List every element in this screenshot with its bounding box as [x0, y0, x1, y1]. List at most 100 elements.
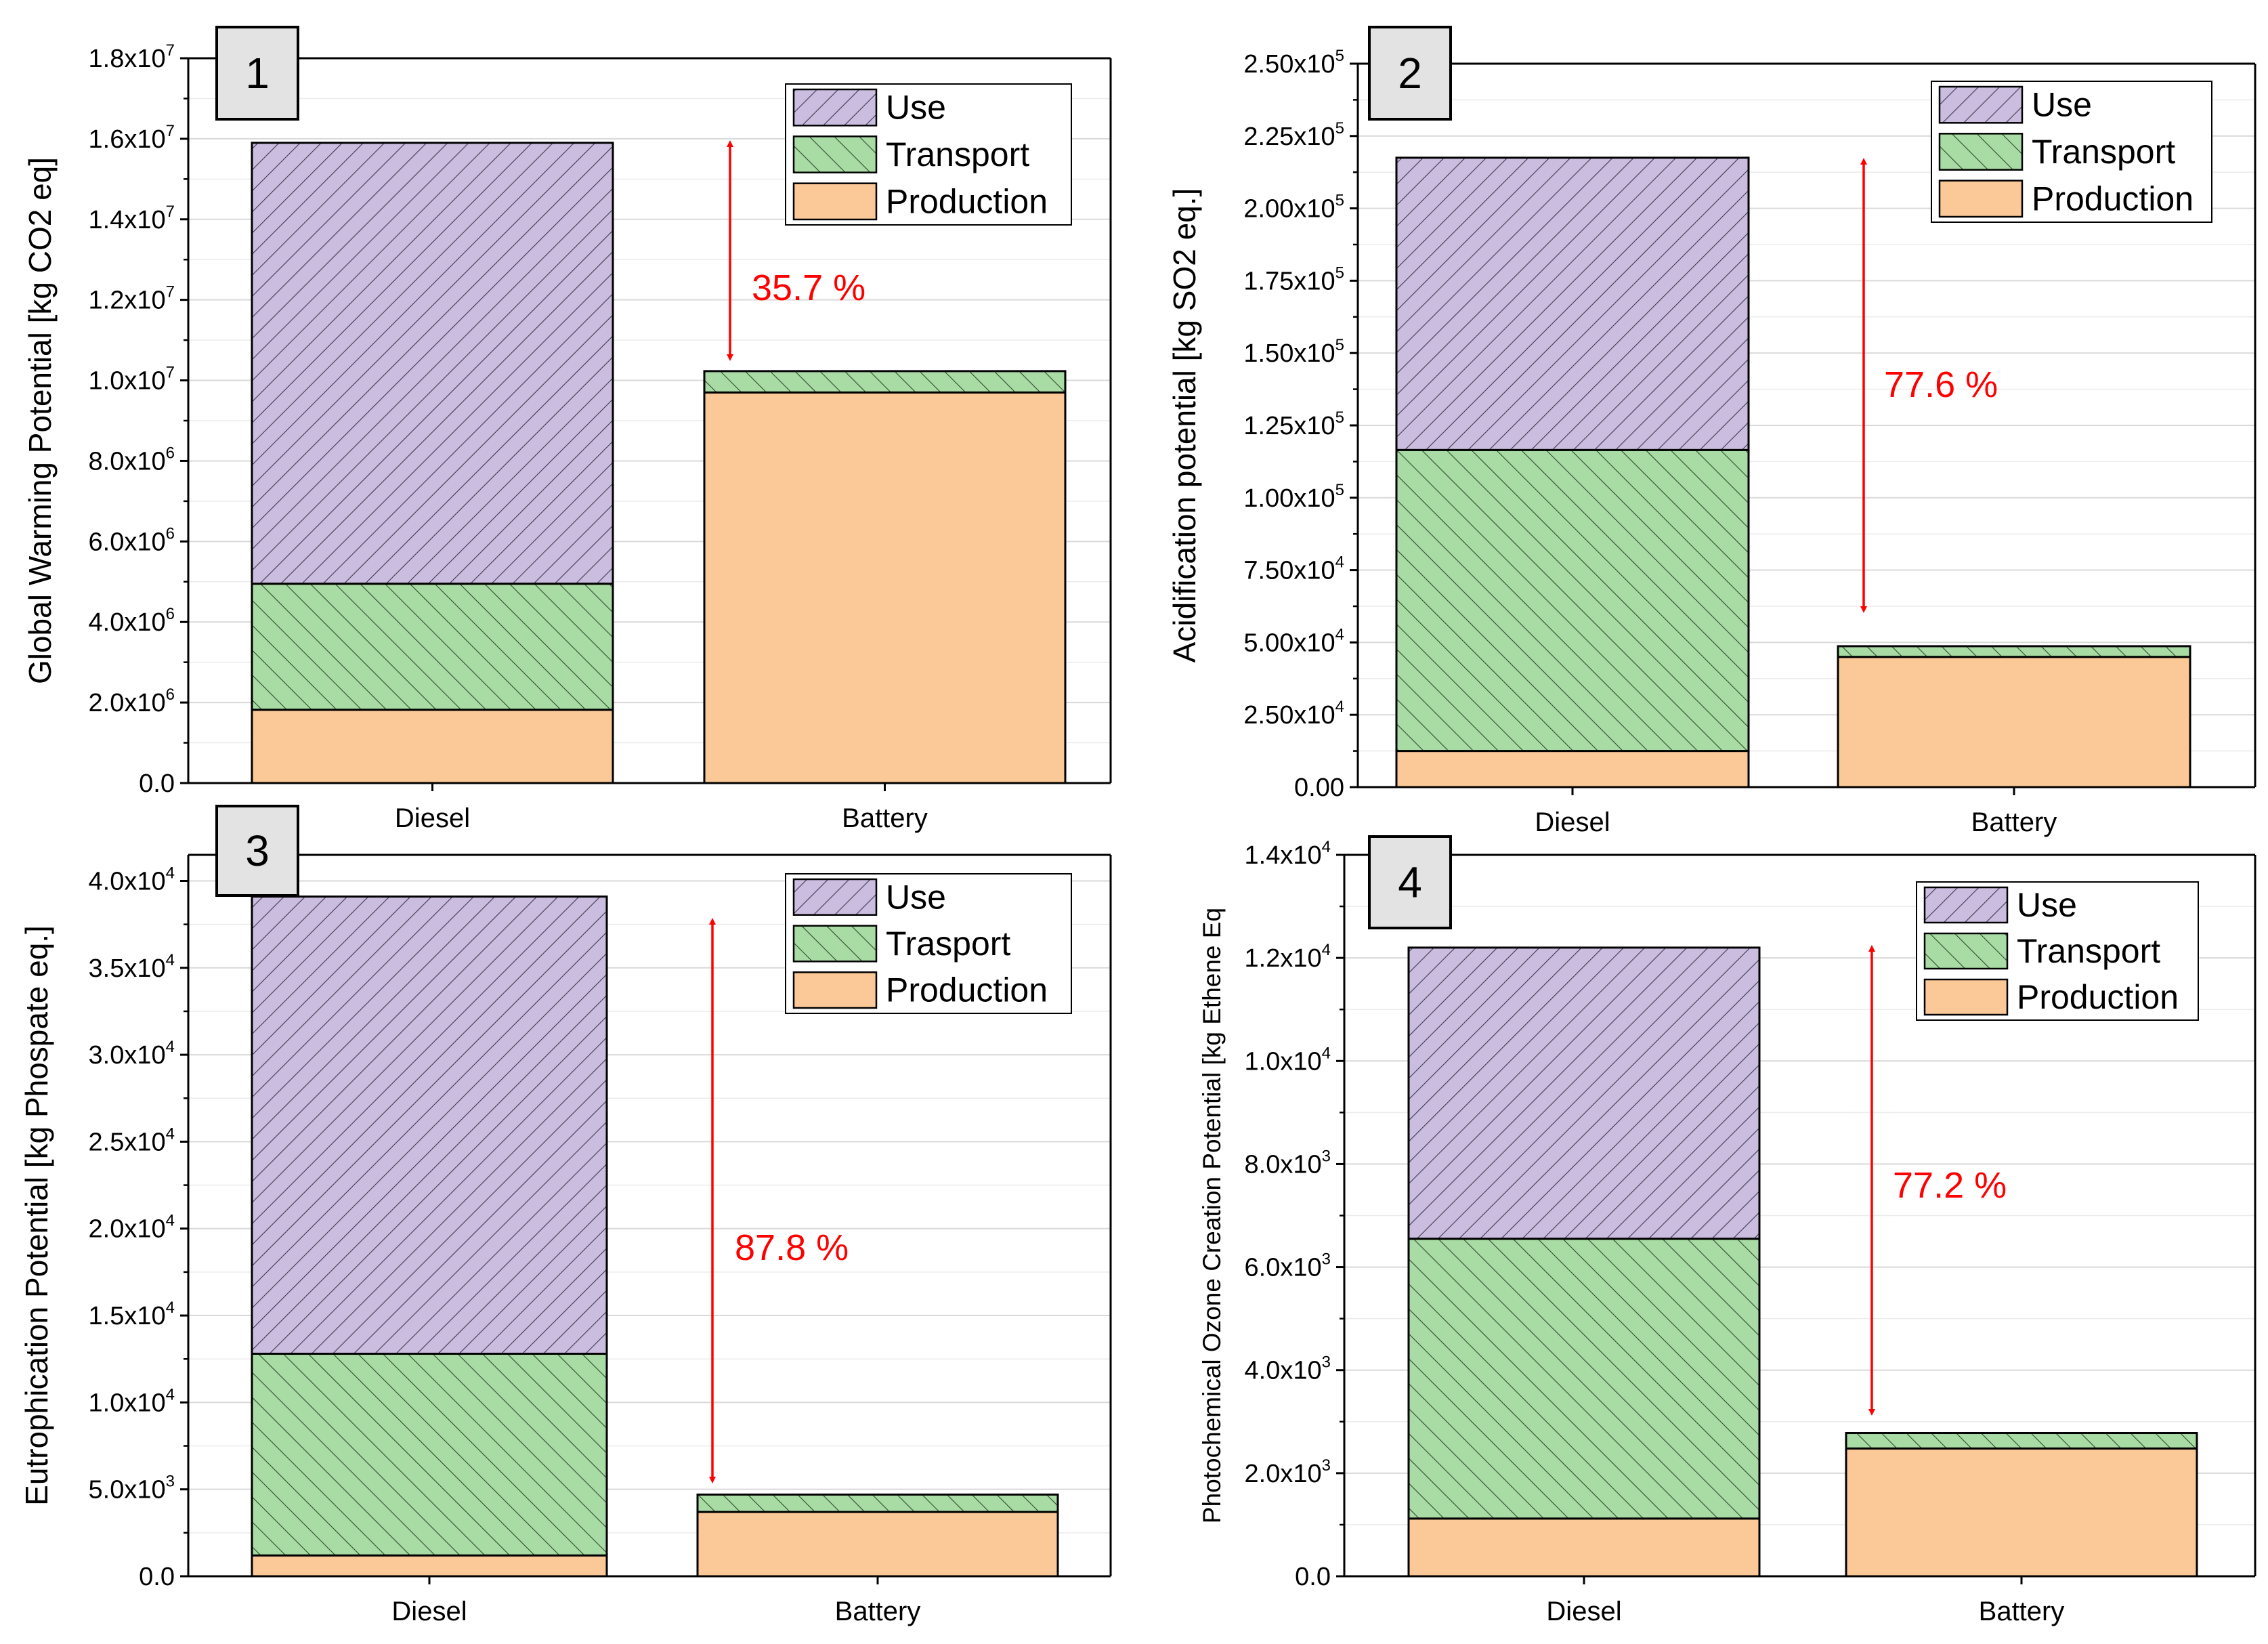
panel-1-y-axis-title: Global Warming Potential [kg CO2 eq]	[22, 157, 58, 684]
panel-3-legend-label-production: Production	[886, 971, 1048, 1009]
panel-2-ytick-mantissa: 1.25x10	[1243, 412, 1335, 440]
panel-1-ytick-label: 6.0x106	[89, 524, 175, 556]
panel-4-ytick-label: 1.2x104	[1245, 941, 1331, 973]
panel-2-ytick-label: 1.75x105	[1243, 264, 1344, 295]
panel-2-ytick-exponent: 4	[1335, 698, 1344, 716]
panel-4-bar-battery-transport	[1845, 1432, 2198, 1450]
panel-4-ytick-exponent: 4	[1322, 838, 1331, 856]
panel-2-bar-diesel-transport	[1395, 448, 1750, 753]
panel-2-number-box	[1368, 26, 1452, 121]
panel-4-number-box	[1368, 835, 1452, 929]
panel-1-ytick-exponent: 6	[166, 524, 175, 543]
panel-2-legend-label-production: Production	[2032, 180, 2194, 217]
panel-3-ytick-exponent: 4	[166, 951, 175, 969]
panel-3-ytick-exponent: 4	[166, 1038, 175, 1056]
panel-2-ytick-mantissa: 2.00x10	[1243, 195, 1335, 224]
panel-3-ytick-exponent: 4	[166, 1124, 175, 1143]
panel-4-category-label: Battery	[1979, 1597, 2065, 1626]
panel-2-ytick-mantissa: 2.50x10	[1243, 50, 1335, 79]
panel-2-legend-label-use: Use	[2032, 86, 2092, 124]
panel-4-bar-battery-production	[1845, 1447, 2198, 1578]
panel-4-ytick-exponent: 3	[1322, 1456, 1331, 1475]
panel-1-ytick-label: 1.4x107	[89, 203, 175, 234]
panel-1-ytick-mantissa: 4.0x10	[89, 608, 166, 637]
panel-3-bar-diesel-use	[251, 895, 608, 1355]
panel-2-ytick-exponent: 5	[1335, 264, 1344, 282]
panel-2-ytick-label: 7.50x104	[1243, 553, 1344, 585]
panel-4-legend-label-use: Use	[2017, 886, 2077, 924]
panel-2-ytick-label: 2.50x104	[1243, 698, 1344, 730]
panel-3-ytick-exponent: 3	[166, 1473, 175, 1491]
panel-4-ytick-label: 0.0	[1295, 1563, 1331, 1591]
panel-4-ytick-exponent: 3	[1322, 1353, 1331, 1372]
panel-2-y-axis-title: Acidification potential [kg SO2 eq.]	[1167, 188, 1202, 663]
panel-2-ytick-label: 5.00x104	[1243, 625, 1344, 657]
panel-2-ytick-label: 1.00x105	[1243, 481, 1344, 513]
panel-1-ytick-mantissa: 8.0x10	[89, 447, 166, 476]
panel-2-ytick-exponent: 5	[1335, 481, 1344, 499]
panel-2-ytick-mantissa: 2.25x10	[1243, 123, 1335, 151]
panel-1-ytick-label: 8.0x106	[89, 444, 175, 476]
panel-2-ytick-label: 1.25x105	[1243, 408, 1344, 440]
panel-4-legend-swatch-use	[1923, 886, 2009, 924]
panel-1-ytick-label: 1.8x107	[89, 41, 175, 73]
panel-2-bar-battery-production	[1837, 656, 2191, 788]
panel-4-legend-label-transport: Transport	[2017, 932, 2160, 970]
panel-1-ytick-mantissa: 2.0x10	[89, 689, 166, 717]
panel-2-legend-swatch-use	[1938, 85, 2024, 124]
panel-1-ytick-exponent: 7	[166, 122, 175, 140]
panel-3-category-label: Diesel	[391, 1597, 467, 1626]
panel-2-category-label: Battery	[1971, 807, 2057, 837]
panel-3-reduction-label: 87.8 %	[735, 1227, 849, 1268]
panel-2-ytick-exponent: 5	[1335, 119, 1344, 138]
panel-3-ytick-mantissa: 4.0x10	[89, 867, 166, 895]
panel-1-bar-diesel-use	[251, 142, 614, 585]
panel-1-legend-swatch-transport	[792, 135, 878, 173]
panel-2-legend-swatch-transport	[1938, 133, 2024, 171]
panel-3-ytick-label: 1.0x104	[89, 1385, 175, 1417]
panel-2-ytick-exponent: 4	[1335, 625, 1344, 644]
panel-3-ytick-mantissa: 1.5x10	[89, 1302, 166, 1330]
panel-1-reduction-label: 35.7 %	[752, 268, 865, 308]
panel-4-legend-swatch-production	[1923, 978, 2009, 1016]
panel-4-category-label: Diesel	[1546, 1597, 1621, 1626]
panel-4-number: 4	[1398, 858, 1422, 907]
panel-2-ytick-mantissa: 2.50x10	[1243, 701, 1335, 730]
panel-1: Diesel Battery0.02.0x1064.0x1066.0x1068.0…	[22, 26, 1112, 833]
panel-2-ytick-mantissa: 1.75x10	[1243, 267, 1335, 295]
panel-1-ytick-exponent: 7	[166, 41, 175, 60]
panel-3-ytick-label: 1.5x104	[89, 1299, 175, 1330]
panel-2-category-label: Diesel	[1535, 807, 1610, 837]
panel-4-bar-diesel-production	[1407, 1517, 1761, 1578]
panel-2-bar-diesel-use	[1395, 156, 1750, 451]
panel-4-legend-swatch-transport	[1923, 932, 2009, 970]
panel-2-ytick-label: 2.50x105	[1243, 47, 1344, 79]
panel-2-legend-swatch-production	[1938, 180, 2024, 218]
panel-3-ytick-exponent: 4	[166, 1212, 175, 1230]
panel-1-category-label: Battery	[842, 803, 928, 833]
panel-3-ytick-mantissa: 3.0x10	[89, 1041, 166, 1070]
panel-1-bar-battery-production	[703, 391, 1067, 784]
panel-3-ytick-exponent: 4	[166, 864, 175, 882]
panel-2-ytick-mantissa: 5.00x10	[1243, 629, 1335, 657]
panel-2-reduction-label: 77.6 %	[1884, 364, 1998, 405]
panel-2-ytick-label: 1.50x105	[1243, 336, 1344, 368]
panel-3-ytick-exponent: 4	[166, 1299, 175, 1317]
panel-1-bar-battery-transport	[703, 370, 1067, 394]
panel-2-ytick-exponent: 5	[1335, 336, 1344, 354]
panel-2-ytick-exponent: 5	[1335, 47, 1344, 65]
panel-4-reduction-label: 77.2 %	[1893, 1165, 2007, 1206]
panel-2-ytick-exponent: 5	[1335, 408, 1344, 427]
panel-3: Diesel Battery0.05.0x1031.0x1041.5x1042.0…	[19, 805, 1112, 1626]
panel-4-ytick-mantissa: 1.4x10	[1245, 841, 1322, 870]
panel-3-legend-label-use: Use	[886, 878, 946, 916]
panel-3-ytick-mantissa: 2.0x10	[89, 1215, 166, 1244]
panel-1-ytick-mantissa: 6.0x10	[89, 528, 166, 556]
panel-3-ytick-label: 5.0x103	[89, 1473, 175, 1504]
panel-4-ytick-label: 1.4x104	[1245, 838, 1331, 870]
panel-3-legend-swatch-transport	[792, 925, 878, 963]
panel-3-ytick-exponent: 4	[166, 1385, 175, 1404]
panel-4-ytick-mantissa: 8.0x10	[1245, 1150, 1322, 1179]
panel-1-ytick-exponent: 7	[166, 203, 175, 221]
panel-1-number: 1	[245, 49, 270, 98]
